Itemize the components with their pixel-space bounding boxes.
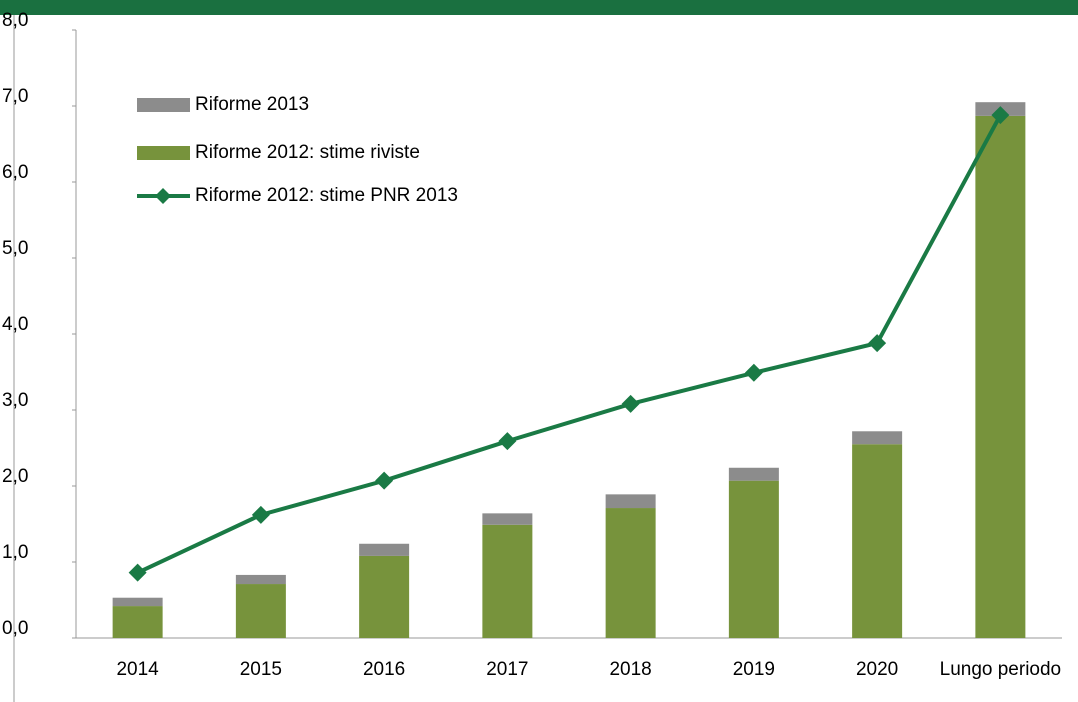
line-marker [375,471,394,490]
y-tick-label: 7,0 [2,86,28,107]
y-tick-label: 0,0 [2,618,28,639]
x-tick-label: 2017 [486,659,528,680]
line-marker [744,363,763,382]
x-tick-label: 2018 [609,659,651,680]
line-marker [498,432,517,451]
bar [482,524,533,638]
line-marker [128,563,147,582]
legend-swatch [137,98,190,112]
bar [852,431,903,445]
x-tick-label: 2016 [363,659,405,680]
x-tick-label: 2020 [856,659,898,680]
legend-marker [155,188,171,204]
bar [975,115,1026,638]
x-tick-label: Lungo periodo [940,659,1062,680]
bar [728,467,779,481]
bar [112,597,163,607]
x-tick-label: 2015 [240,659,282,680]
y-tick-label: 6,0 [2,162,28,183]
y-tick-label: 2,0 [2,466,28,487]
header-band [0,0,1078,15]
y-tick-label: 3,0 [2,390,28,411]
line-marker [251,505,270,524]
y-tick-label: 5,0 [2,238,28,259]
line-marker [991,106,1010,125]
line [136,114,1003,575]
y-tick-label: 1,0 [2,542,28,563]
legend-label: Riforme 2012: stime PNR 2013 [195,185,458,206]
bar [359,543,410,556]
legend-label: Riforme 2012: stime riviste [195,142,420,163]
line-marker [868,334,887,353]
y-tick-label: 8,0 [2,10,28,31]
bar [359,555,410,638]
bar [728,480,779,638]
x-tick-label: 2014 [116,659,159,680]
legend-label: Riforme 2013 [195,94,309,115]
bar [482,513,533,525]
bar [605,508,656,638]
bar [605,494,656,509]
bar [235,584,286,638]
x-tick-label: 2019 [733,659,775,680]
bar [852,444,903,638]
bar [235,574,286,585]
y-tick-label: 4,0 [2,314,28,335]
legend-swatch [137,146,190,160]
bar [112,606,163,638]
line-marker [621,394,640,413]
